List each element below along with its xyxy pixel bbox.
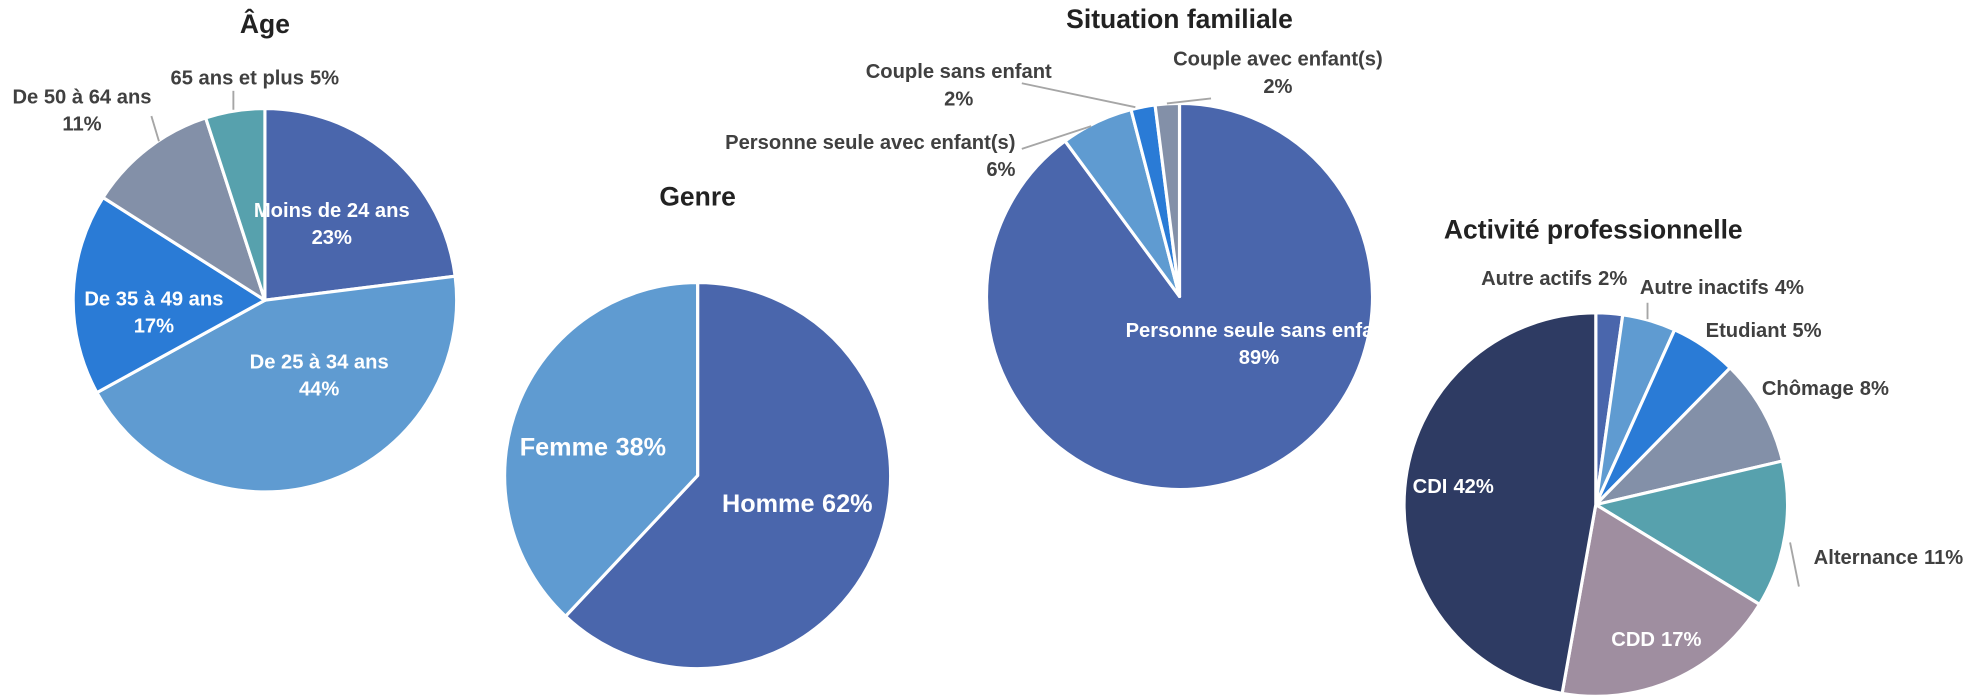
pie-slice [263, 106, 457, 302]
chart-title: Âge [240, 9, 290, 39]
data-label: Alternance 11% [1814, 547, 1964, 569]
pie-slice [503, 280, 700, 618]
pie-slice [101, 116, 267, 302]
label-value: 8% [1860, 378, 1889, 400]
data-label: Moins de 24 ans 23% [254, 200, 410, 249]
data-label: Personne seule avec enfant(s) 6% [725, 132, 1015, 181]
label-value: 42% [1453, 476, 1493, 498]
pie-slice [1560, 503, 1762, 698]
pie-slice [1402, 311, 1598, 695]
pie-slice [563, 280, 893, 671]
pie-slice [1594, 459, 1790, 606]
label-category: Autre actifs [1481, 268, 1592, 290]
label-value: 17% [134, 316, 174, 338]
label-value: 2% [944, 88, 973, 110]
data-label: Chômage 8% [1762, 378, 1889, 400]
label-value: 62% [822, 490, 872, 518]
label-category: Couple avec enfant(s) [1173, 49, 1383, 71]
data-label: Personne seule sans enfant 89% [1126, 320, 1393, 369]
label-value: 5% [310, 68, 339, 90]
pie-chart: Genre Homme 62% Femme 38% [503, 182, 893, 671]
data-label: Etudiant 5% [1706, 320, 1822, 342]
leader-line [1166, 97, 1212, 105]
data-label: De 25 à 34 ans 44% [250, 351, 389, 400]
label-category: Moins de 24 ans [254, 200, 410, 222]
data-label: Couple sans enfant 2% [866, 61, 1052, 110]
label-value: 6% [986, 159, 1015, 181]
label-category: Personne seule sans enfant [1126, 320, 1393, 342]
label-value: 4% [1775, 277, 1804, 299]
leader-line [1789, 542, 1800, 587]
label-category: 65 ans et plus [171, 68, 304, 90]
label-value: 11% [62, 114, 101, 136]
label-value: 5% [1792, 320, 1821, 342]
label-value: 2% [1598, 268, 1627, 290]
chart-title: Activité professionnelle [1444, 214, 1743, 244]
leader-line [150, 115, 160, 142]
leader-line [1021, 82, 1136, 109]
label-category: Femme [520, 433, 608, 461]
chart-title: Situation familiale [1066, 4, 1293, 34]
label-value: 17% [1661, 629, 1701, 651]
data-label: Autre inactifs 4% [1640, 277, 1804, 299]
label-value: 23% [312, 227, 352, 249]
chart-title: Genre [659, 182, 736, 212]
label-category: Personne seule avec enfant(s) [725, 132, 1015, 154]
leader-line [1021, 125, 1092, 150]
data-label: Autre actifs 2% [1481, 268, 1627, 290]
data-label: 65 ans et plus 5% [171, 68, 340, 90]
data-label: Homme 62% [722, 490, 873, 518]
data-label: Femme 38% [520, 433, 666, 461]
data-label: De 50 à 64 ans 11% [12, 86, 151, 135]
label-value: 89% [1239, 347, 1279, 369]
data-label: De 35 à 49 ans 17% [84, 288, 223, 337]
label-category: Autre inactifs [1640, 277, 1769, 299]
label-category: Homme [722, 490, 815, 518]
label-category: Alternance [1814, 547, 1918, 569]
label-category: De 35 à 49 ans [84, 288, 223, 310]
label-category: De 25 à 34 ans [250, 351, 389, 373]
pie-slice [95, 274, 459, 494]
label-category: Couple sans enfant [866, 61, 1052, 83]
label-value: 44% [299, 379, 339, 401]
data-label: Couple avec enfant(s) 2% [1173, 49, 1383, 98]
label-category: De 50 à 64 ans [12, 86, 151, 108]
label-category: CDI [1413, 476, 1448, 498]
label-category: Chômage [1762, 378, 1854, 400]
data-label: CDI 42% [1413, 476, 1494, 498]
pie-chart: Situation familiale Personne seule sans e… [725, 4, 1393, 492]
label-category: CDD [1611, 629, 1655, 651]
data-label: CDD 17% [1611, 629, 1701, 651]
pie-slice [204, 106, 267, 302]
pie-slice [71, 195, 267, 395]
label-value: 11% [1924, 547, 1963, 569]
label-value: 2% [1263, 76, 1292, 98]
label-value: 38% [616, 433, 666, 461]
label-category: Etudiant [1706, 320, 1787, 342]
